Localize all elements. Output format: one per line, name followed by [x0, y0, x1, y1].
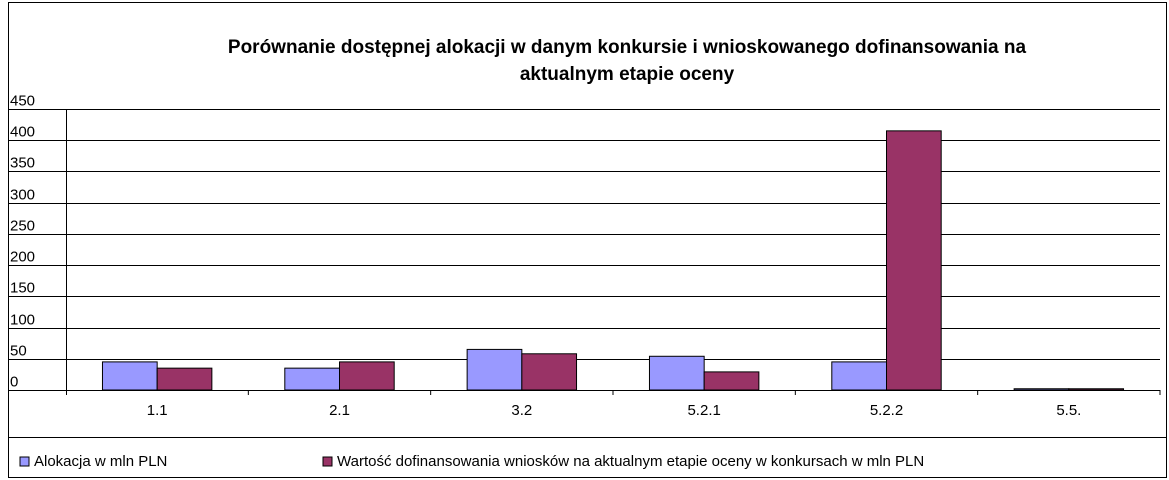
y-tick-label: 0: [10, 373, 18, 390]
bar: [521, 353, 578, 391]
legend-swatch: [322, 456, 333, 467]
bar: [1013, 388, 1070, 391]
chart-border: [8, 2, 1167, 478]
x-tick-label: 1.1: [147, 402, 168, 419]
y-tick-label: 200: [10, 248, 35, 265]
bar: [156, 367, 213, 391]
y-tick-label: 100: [10, 311, 35, 328]
bar: [101, 361, 158, 391]
x-tick-label: 5.2.2: [870, 402, 903, 419]
legend-label: Wartość dofinansowania wniosków na aktua…: [337, 453, 924, 470]
legend-label: Alokacja w mln PLN: [34, 453, 167, 470]
y-tick-label: 450: [10, 92, 35, 109]
x-tick-label: 2.1: [329, 402, 350, 419]
chart-title: Porównanie dostępnej alokacji w danym ko…: [227, 37, 1027, 85]
bar: [1068, 388, 1125, 391]
x-tick-label: 3.2: [511, 402, 532, 419]
y-tick-label: 50: [10, 342, 27, 359]
y-tick-label: 400: [10, 123, 35, 140]
legend-swatch: [19, 456, 30, 467]
y-tick-label: 300: [10, 186, 35, 203]
y-tick-label: 250: [10, 217, 35, 234]
bar: [831, 361, 887, 391]
y-tick-label: 150: [10, 279, 35, 296]
bar: [284, 367, 340, 391]
x-tick-label: 5.2.1: [687, 402, 720, 419]
bar: [648, 355, 705, 391]
y-tick-label: 350: [10, 154, 35, 171]
bar: [703, 371, 760, 391]
bar: [339, 361, 395, 391]
bar: [886, 130, 942, 391]
x-tick-label: 5.5.: [1056, 402, 1081, 419]
bar: [466, 348, 523, 391]
